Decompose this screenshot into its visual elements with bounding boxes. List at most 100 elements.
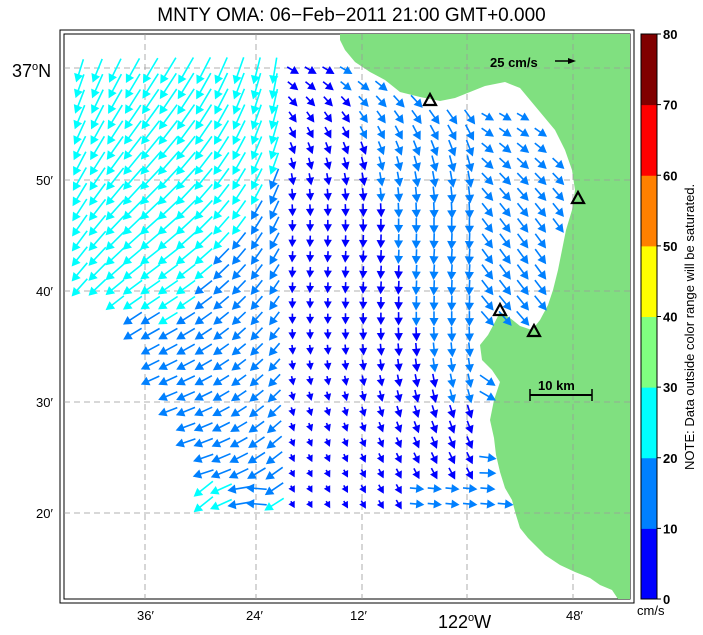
current-vector <box>341 235 350 248</box>
current-vector <box>411 186 421 203</box>
current-vector <box>175 263 196 280</box>
colorbar-segment <box>641 175 657 247</box>
current-vector <box>447 233 457 250</box>
current-vector <box>288 157 297 170</box>
current-vector <box>412 374 421 388</box>
current-vector <box>288 438 296 447</box>
current-vector <box>194 327 213 340</box>
current-vector <box>429 280 439 296</box>
current-vector <box>213 327 230 340</box>
current-vector <box>429 248 439 265</box>
current-vector <box>288 500 295 509</box>
current-vector <box>323 344 332 355</box>
current-vector <box>288 329 297 340</box>
current-vector <box>72 182 88 207</box>
current-vector <box>429 264 439 281</box>
current-vector <box>358 219 368 233</box>
current-vector <box>232 152 246 176</box>
current-vector <box>213 199 230 220</box>
current-vector <box>394 265 403 280</box>
current-vector <box>193 496 214 513</box>
current-vector <box>123 167 143 190</box>
current-vector <box>122 247 143 265</box>
current-vector <box>122 263 143 280</box>
current-vector <box>214 104 229 130</box>
current-vector <box>213 311 230 325</box>
current-vector <box>394 125 403 140</box>
current-vector <box>176 104 196 130</box>
current-vector <box>71 262 88 282</box>
current-vector <box>376 250 386 264</box>
current-vector <box>498 279 512 296</box>
current-vector <box>341 204 350 217</box>
current-vector <box>193 422 213 432</box>
current-vector <box>534 295 547 311</box>
current-vector <box>411 155 421 172</box>
current-vector <box>232 120 246 145</box>
current-vector <box>288 360 297 371</box>
current-vector <box>88 278 107 296</box>
current-vector <box>194 406 213 417</box>
lat-label-40: 40′ <box>36 284 53 299</box>
current-vector <box>394 468 402 479</box>
current-vector <box>175 247 196 265</box>
current-vector <box>176 151 196 175</box>
current-vector <box>194 359 213 370</box>
current-vector <box>305 204 315 217</box>
current-vector <box>358 156 368 171</box>
current-vector <box>123 311 143 325</box>
current-vector <box>516 142 530 153</box>
current-vector <box>465 420 474 434</box>
current-vector <box>268 342 281 357</box>
current-vector <box>322 81 334 91</box>
current-vector <box>305 96 316 107</box>
current-vector <box>394 187 404 203</box>
current-vector <box>140 327 160 340</box>
current-vector <box>359 453 367 463</box>
current-vector <box>232 167 247 191</box>
current-vector <box>481 187 494 202</box>
current-vector <box>231 311 247 326</box>
current-vector <box>268 104 279 130</box>
current-vector <box>122 199 143 220</box>
current-vector <box>250 327 264 341</box>
current-vector <box>72 198 88 222</box>
current-vector <box>157 263 179 280</box>
current-vector <box>105 295 125 311</box>
colorbar-tick-label: 50 <box>663 239 677 254</box>
current-vector <box>305 188 315 201</box>
current-vector <box>248 405 265 418</box>
current-vector <box>497 499 514 509</box>
current-vector <box>306 376 314 386</box>
current-vector <box>446 264 457 281</box>
current-vector <box>175 438 196 448</box>
current-vector <box>465 170 475 188</box>
current-vector <box>268 88 279 115</box>
current-vector <box>124 89 142 114</box>
current-vector <box>516 248 529 265</box>
current-vector <box>394 218 404 234</box>
current-vector <box>232 183 247 206</box>
current-vector <box>122 279 143 295</box>
current-vector <box>359 375 367 387</box>
current-vector <box>288 422 296 432</box>
current-vector <box>105 279 125 296</box>
current-vector <box>250 104 262 130</box>
current-vector <box>359 344 368 356</box>
current-vector <box>232 216 247 235</box>
current-vector <box>323 188 332 201</box>
current-vector <box>465 373 474 388</box>
current-vector <box>158 327 178 340</box>
current-vector <box>341 111 350 123</box>
current-vector <box>376 421 385 433</box>
current-vector <box>464 342 474 358</box>
current-vector <box>429 389 439 404</box>
current-vector <box>447 404 456 419</box>
current-vector <box>516 172 529 186</box>
current-vector <box>124 120 142 145</box>
current-vector <box>341 266 350 279</box>
current-vector <box>306 485 313 493</box>
current-vector <box>213 295 230 310</box>
current-vector <box>430 467 438 480</box>
current-vector <box>265 466 284 480</box>
